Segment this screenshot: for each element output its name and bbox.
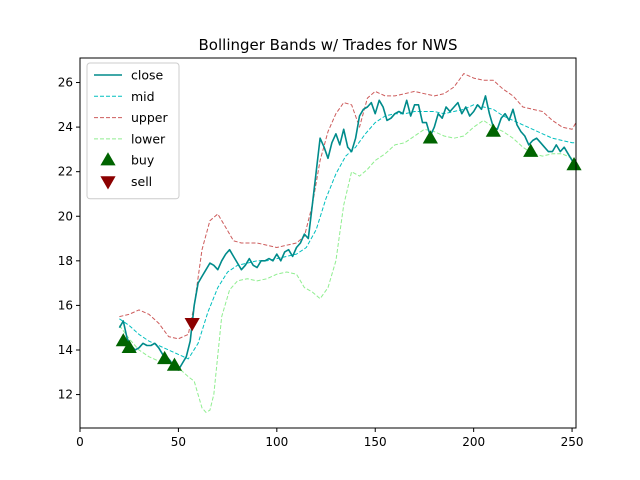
buy-marker bbox=[115, 333, 131, 347]
y-tick-label: 24 bbox=[58, 120, 73, 134]
y-tick-label: 20 bbox=[58, 209, 73, 223]
legend-label-sell: sell bbox=[131, 174, 152, 189]
trade-marker-layer bbox=[115, 123, 582, 371]
x-axis-ticks: 0 50 100 150 200 250 bbox=[76, 428, 584, 449]
series-layer bbox=[118, 73, 576, 413]
legend-label-mid: mid bbox=[131, 89, 155, 104]
chart-title: Bollinger Bands w/ Trades for NWS bbox=[199, 36, 458, 54]
y-tick-label: 14 bbox=[58, 343, 73, 357]
x-tick-label: 250 bbox=[561, 435, 584, 449]
buy-marker bbox=[121, 339, 137, 353]
legend: close mid upper lower buy sell bbox=[86, 62, 180, 200]
y-tick-label: 12 bbox=[58, 388, 73, 402]
series-line-close bbox=[118, 95, 576, 371]
y-axis-ticks: 12 14 16 18 20 22 24 26 bbox=[58, 76, 80, 402]
legend-label-close: close bbox=[131, 68, 164, 83]
x-tick-label: 150 bbox=[364, 435, 387, 449]
buy-marker bbox=[523, 143, 539, 157]
legend-swatch-sell bbox=[100, 176, 116, 190]
x-tick-label: 200 bbox=[462, 435, 485, 449]
axes-frame bbox=[79, 57, 577, 429]
legend-label-upper: upper bbox=[131, 110, 168, 125]
series-line-upper bbox=[119, 73, 576, 340]
buy-marker bbox=[422, 130, 438, 144]
x-tick-label: 0 bbox=[76, 435, 84, 449]
buy-marker bbox=[485, 123, 501, 137]
y-tick-label: 26 bbox=[58, 76, 73, 90]
buy-marker bbox=[566, 156, 582, 171]
x-tick-label: 50 bbox=[171, 435, 186, 449]
y-tick-label: 16 bbox=[58, 298, 73, 312]
series-line-lower bbox=[118, 119, 576, 413]
buy-marker bbox=[157, 350, 173, 365]
legend-swatch-buy bbox=[100, 152, 116, 166]
buy-marker bbox=[166, 357, 183, 371]
y-tick-label: 18 bbox=[58, 254, 73, 268]
y-tick-label: 22 bbox=[58, 165, 73, 179]
x-tick-label: 100 bbox=[265, 435, 288, 449]
legend-label-lower: lower bbox=[131, 131, 166, 146]
legend-label-buy: buy bbox=[131, 153, 155, 168]
sell-marker bbox=[184, 318, 200, 332]
